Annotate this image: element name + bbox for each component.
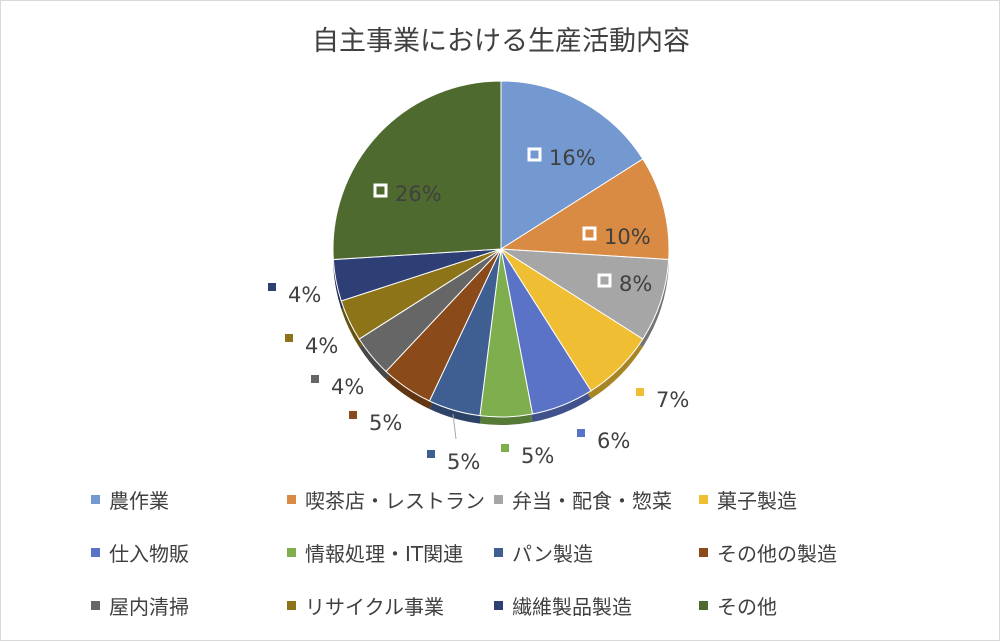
data-label: 4%: [311, 375, 364, 399]
data-label-text: 26%: [395, 182, 442, 206]
legend-label: その他の製造: [717, 541, 837, 566]
data-label: 4%: [285, 334, 338, 358]
legend-label: 仕入物販: [109, 541, 189, 566]
data-label: 5%: [349, 411, 402, 435]
legend-swatch: [287, 547, 296, 557]
legend-item: 喫茶店・レストラン: [287, 484, 485, 514]
data-label-text: 4%: [288, 283, 321, 307]
label-legend-key: [636, 388, 644, 396]
legend-swatch: [91, 600, 100, 610]
legend-label: 屋内清掃: [109, 594, 189, 619]
label-legend-key: [349, 411, 357, 419]
data-label: 16%: [527, 146, 596, 170]
pie-leader-lines: [452, 414, 457, 440]
data-label-text: 10%: [604, 225, 651, 249]
legend-label: 喫茶店・レストラン: [305, 488, 485, 513]
legend-item: リサイクル事業: [287, 590, 444, 620]
pie-labels: 16%10%8%7%6%5%5%5%4%4%4%26%: [268, 146, 689, 474]
data-label-text: 5%: [521, 444, 554, 468]
label-legend-key: [597, 273, 612, 288]
legend-item: 弁当・配食・惣菜: [494, 484, 672, 514]
legend-swatch: [287, 494, 296, 504]
legend-swatch: [91, 494, 100, 504]
legend-swatch: [699, 600, 708, 610]
data-label-text: 16%: [549, 146, 596, 170]
label-legend-key: [373, 183, 388, 198]
legend-swatch: [494, 494, 503, 504]
pie-slice: [332, 80, 502, 261]
data-label-text: 4%: [305, 334, 338, 358]
legend-label: その他: [717, 594, 777, 619]
legend-label: 情報処理・IT関連: [305, 541, 464, 566]
legend-swatch: [494, 600, 503, 610]
pie-slice: [499, 158, 670, 261]
legend-label: 農作業: [109, 488, 169, 513]
data-label: 5%: [501, 444, 554, 468]
pie-slices: [332, 80, 670, 418]
legend-swatch: [699, 494, 708, 504]
data-label: 4%: [268, 283, 321, 307]
legend-item: 情報処理・IT関連: [287, 537, 463, 567]
legend-label: 菓子製造: [717, 488, 797, 513]
legend-item: 農作業: [91, 484, 169, 514]
label-legend-key: [427, 450, 435, 458]
legend-item: 繊維製品製造: [494, 590, 632, 620]
label-legend-key: [311, 375, 319, 383]
legend-swatch: [287, 600, 296, 610]
data-label: 7%: [636, 388, 689, 412]
label-legend-key: [285, 334, 293, 342]
legend-item: 菓子製造: [699, 484, 797, 514]
legend-item: その他の製造: [699, 537, 837, 567]
legend-item: その他: [699, 590, 777, 620]
data-label-text: 7%: [656, 388, 689, 412]
legend-item: 屋内清掃: [91, 590, 189, 620]
legend-label: リサイクル事業: [305, 594, 444, 619]
data-label: 5%: [427, 450, 480, 474]
data-label: 26%: [373, 182, 442, 206]
legend-label: 弁当・配食・惣菜: [512, 488, 672, 513]
data-label-text: 5%: [447, 450, 480, 474]
data-label: 8%: [597, 272, 652, 296]
label-legend-key: [582, 226, 597, 241]
label-legend-key: [527, 147, 542, 162]
label-legend-key: [577, 429, 585, 437]
chart-title: 自主事業における生産活動内容: [312, 26, 690, 57]
data-label: 10%: [582, 225, 651, 249]
legend-swatch: [699, 547, 708, 557]
data-label-text: 6%: [597, 429, 630, 453]
data-label-text: 4%: [331, 375, 364, 399]
label-legend-key: [268, 283, 276, 291]
label-legend-key: [501, 444, 509, 452]
pie-slice: [500, 80, 644, 250]
legend-swatch: [494, 547, 503, 557]
data-label-text: 8%: [619, 272, 652, 296]
legend-label: パン製造: [512, 541, 593, 566]
legend-item: 仕入物販: [91, 537, 189, 567]
data-label: 6%: [577, 429, 630, 453]
data-label-text: 5%: [369, 411, 402, 435]
legend-label: 繊維製品製造: [512, 594, 632, 619]
legend-item: パン製造: [494, 537, 593, 567]
legend-swatch: [91, 547, 100, 557]
leader-line: [452, 414, 457, 440]
